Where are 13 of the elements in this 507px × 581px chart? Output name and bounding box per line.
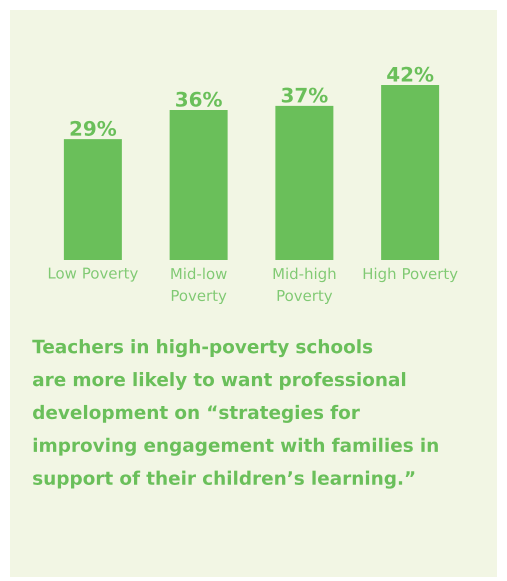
data-label: 37% [282,88,328,103]
bar [64,139,122,260]
x-tick-label: Mid-low Poverty [171,268,227,304]
data-label: 29% [70,120,116,136]
data-label: 42% [387,66,434,82]
bar [170,110,228,260]
bar [275,106,334,260]
text: Teachers in high-poverty schools are more likely to want professional development on “strategies for improving engagement with families in support of their children’s learning.” [32,339,438,489]
x-tick-label: Low Poverty [48,268,138,282]
bar [381,84,440,260]
x-tick-label: High Poverty [364,268,458,282]
x-tick-label: Mid-high Poverty [274,268,336,304]
data-label: 36% [176,92,222,107]
